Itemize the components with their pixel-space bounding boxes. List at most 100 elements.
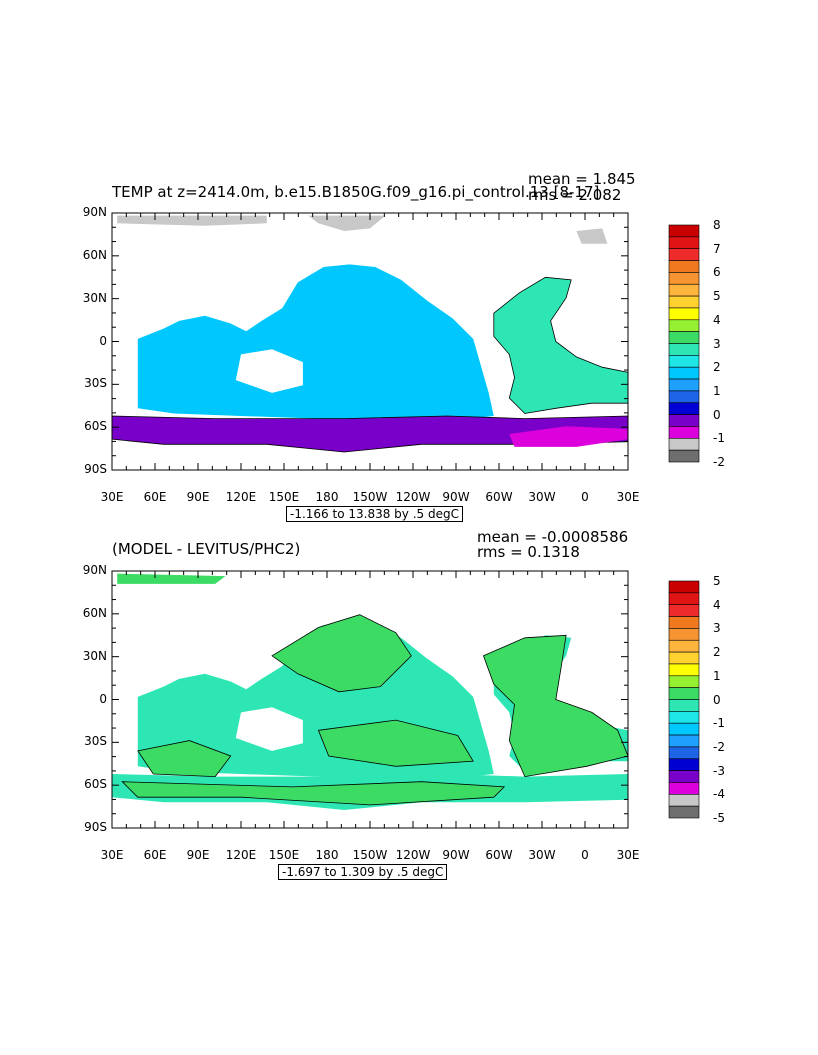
panel1-land-australia	[235, 349, 303, 393]
panel2-field-pacific-patch-north	[271, 614, 412, 693]
panel2-mean: mean = -0.0008586	[477, 528, 629, 546]
panel1-xtick-label: 120E	[225, 490, 257, 504]
panel1-colorbar-label: 3	[713, 336, 721, 351]
panel1-colorbar-box	[668, 236, 700, 250]
panel1-colorbar-box	[668, 426, 700, 439]
panel1-xtick-label: 150W	[352, 490, 388, 504]
panel1-colorbar-box	[668, 295, 700, 309]
panel1-colorbar-box	[668, 449, 700, 463]
panel1-xtick-label: 30E	[100, 490, 124, 504]
panel2-xtick-label: 90W	[442, 848, 470, 862]
panel1-xtick-label: 150E	[268, 490, 300, 504]
panel1-colorbar-box	[668, 343, 700, 356]
panel2-colorbar-box	[668, 639, 700, 653]
panel2-colorbar-label: -2	[713, 739, 725, 754]
panel2-colorbar-label: 2	[713, 645, 721, 660]
panel1-colorbar-box	[668, 272, 700, 285]
panel1-xtick-label: 30W	[528, 490, 556, 504]
panel1-field-weddell	[509, 426, 628, 447]
panel1-ytick-label: 90S	[84, 462, 107, 476]
panel1-field-pacific-indian	[137, 264, 494, 424]
panel1-colorbar-box	[668, 283, 700, 297]
panel2-ytick-label: 60N	[82, 605, 107, 620]
panel2-colorbar-box	[668, 722, 700, 736]
panel2-colorbar-box	[668, 793, 700, 807]
panel2-ytick-label: 90S	[84, 820, 107, 834]
panel2-field-pacific-patch-south	[317, 719, 474, 767]
panel1-mean: mean = 1.845	[528, 170, 636, 188]
panel1-colorbar-label: 2	[713, 360, 721, 375]
panel2-field-southern	[121, 781, 506, 806]
panel1-colorbar-box	[668, 390, 700, 404]
panel2-ytick-label: 30N	[82, 648, 107, 663]
panel2-land-australia	[235, 707, 303, 751]
panel1-rms: rms = 2.082	[528, 186, 622, 204]
panel1-xtick-label: 180	[315, 490, 339, 504]
panel1-ytick-label: 30S	[84, 376, 107, 391]
panel1-colorbar-box	[668, 331, 700, 344]
panel1-colorbar-box	[668, 224, 700, 238]
panel2-xtick-label: 60E	[143, 848, 167, 862]
panel2-ytick-label: 90N	[82, 563, 107, 577]
panel2-xtick-label: 180	[315, 848, 339, 862]
panel2-colorbar-box	[668, 616, 700, 629]
panel2-xtick-label: 150E	[268, 848, 300, 862]
panel2-xtick-label: 120E	[225, 848, 257, 862]
panel2-xtick-label: 0	[581, 848, 589, 862]
panel2-field-indian-patch	[137, 740, 232, 778]
panel2-colorbar-label: -5	[713, 811, 725, 825]
panel1-colorbar-box	[668, 355, 700, 368]
panel2-rms: rms = 0.1318	[477, 543, 580, 561]
panel2-colorbar-box	[668, 805, 700, 819]
panel1-colorbar-box	[668, 414, 700, 427]
panel2-colorbar-box	[668, 604, 700, 617]
panel2-xtick-label: 30E	[616, 848, 640, 862]
panel1-colorbar-box	[668, 319, 700, 332]
panel2-colorbar-box	[668, 675, 700, 688]
panel2-colorbar-label: 5	[713, 574, 721, 588]
panel1-colorbar-label: 8	[713, 218, 721, 232]
panel2-colorbar-box	[668, 782, 700, 795]
panel2-colorbar-box	[668, 746, 700, 760]
panel1-xtick-label: 30E	[616, 490, 640, 504]
panel1-xtick-label: 120W	[395, 490, 431, 504]
panel1-colorbar-label: 5	[713, 289, 721, 304]
panel1-colorbar-box	[668, 378, 700, 392]
panel1-colorbar-label: 7	[713, 241, 721, 256]
panel2-colorbar-box	[668, 651, 700, 665]
panel2-colorbar-label: 4	[713, 597, 721, 612]
panel2-colorbar-box	[668, 687, 700, 700]
panel2-colorbar-label: -1	[713, 716, 725, 731]
panel1-colorbar-box	[668, 366, 700, 380]
panel2-xtick-label: 30E	[100, 848, 124, 862]
panel1-ytick-label: 30N	[82, 290, 107, 305]
panel1-field-greenland-sea	[576, 228, 608, 244]
panel1-ytick-label: 90N	[82, 205, 107, 219]
panel2-xtick-label: 150W	[352, 848, 388, 862]
panel2-colorbar-box	[668, 699, 700, 712]
panel1-xtick-label: 60W	[485, 490, 513, 504]
panel2-colorbar-label: -3	[713, 763, 725, 778]
panel1-colorbar-label: 6	[713, 265, 721, 280]
panel2-ytick-label: 30S	[84, 734, 107, 749]
panel2-title: (MODEL - LEVITUS/PHC2)	[112, 540, 301, 558]
panel2-colorbar-box	[668, 580, 700, 594]
panel1-xtick-label: 90W	[442, 490, 470, 504]
panel2-colorbar-box	[668, 734, 700, 748]
panel2-ytick-label: 60S	[84, 777, 107, 792]
panel2-xtick-label: 120W	[395, 848, 431, 862]
panel1-ytick-label: 60S	[84, 419, 107, 434]
panel2-xtick-label: 90E	[186, 848, 210, 862]
panel2-colorbar-box	[668, 663, 700, 677]
panel1-range-label: -1.166 to 13.838 by .5 degC	[286, 506, 463, 522]
panel1-colorbar-box	[668, 260, 700, 273]
panel1-xtick-label: 90E	[186, 490, 210, 504]
panel1-colorbar-label: -1	[713, 431, 725, 446]
panel2-colorbar-box	[668, 628, 700, 641]
panel2-xtick-label: 60W	[485, 848, 513, 862]
panel1-title: TEMP at z=2414.0m, b.e15.B1850G.f09_g16.…	[112, 183, 600, 201]
panel1-xtick-label: 60E	[143, 490, 167, 504]
panel2-colorbar-box	[668, 592, 700, 605]
panel1-ytick-label: 60N	[82, 247, 107, 262]
panel1-ytick-label: 0	[99, 333, 107, 348]
